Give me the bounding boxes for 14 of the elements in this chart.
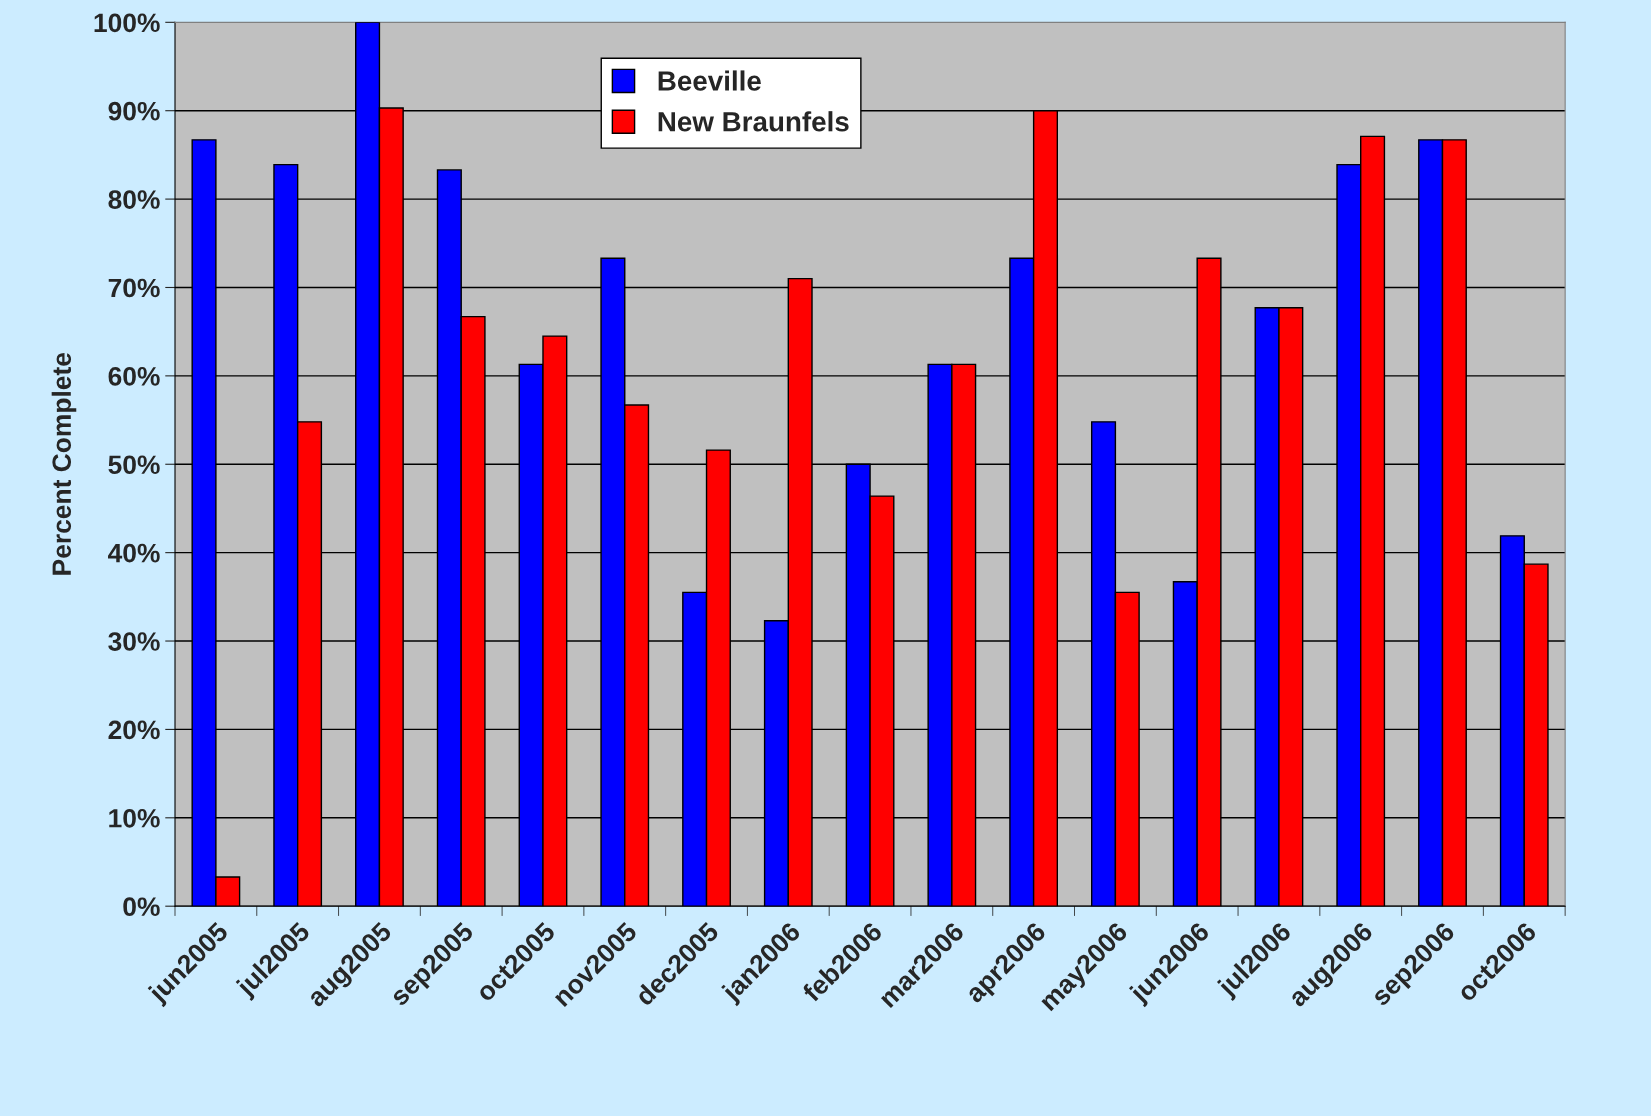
- y-axis-title: Percent Complete: [51, 352, 77, 575]
- y-tick-label: 30%: [108, 632, 160, 651]
- y-tick-label: 10%: [109, 808, 160, 828]
- y-tick-label: 60%: [108, 367, 160, 386]
- y-tick-label: 100%: [94, 13, 160, 33]
- y-tick-label: 40%: [108, 543, 160, 563]
- y-tick-label: 50%: [108, 455, 160, 475]
- y-tick-label: 80%: [108, 190, 160, 209]
- y-tick-label: 0%: [123, 897, 160, 917]
- y-tick-label: 20%: [108, 720, 160, 740]
- y-tick-label: 90%: [108, 101, 160, 121]
- legend-label: Beeville: [658, 70, 761, 91]
- legend-label: New Braunfels: [658, 111, 849, 132]
- y-tick-label: 70%: [108, 278, 160, 298]
